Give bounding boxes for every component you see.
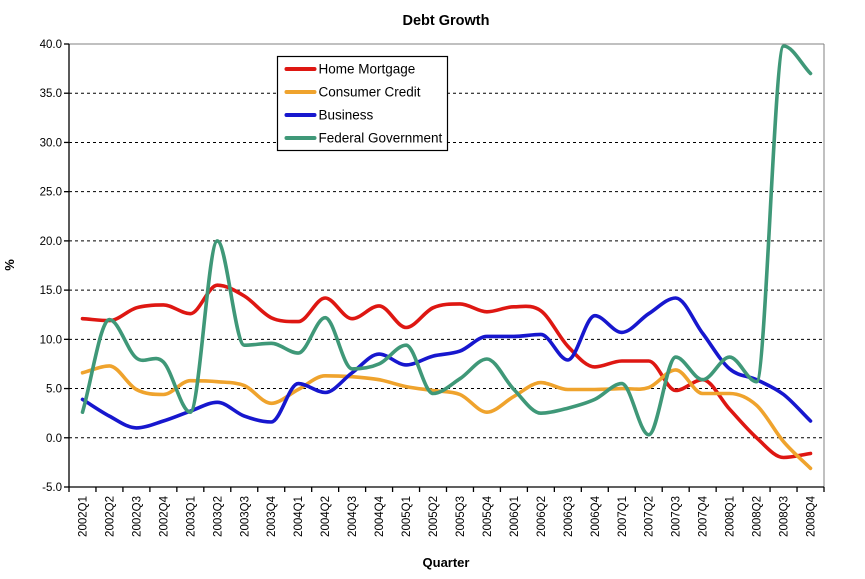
x-tick-label: 2007Q4 xyxy=(698,495,710,537)
series-line-consumer-credit xyxy=(80,364,813,471)
y-tick-label: 20.0 xyxy=(40,236,62,248)
x-tick-label: 2002Q4 xyxy=(158,495,170,537)
x-tick-label: 2004Q3 xyxy=(347,496,359,537)
x-tick-label: 2004Q2 xyxy=(320,496,332,537)
x-tick-label: 2003Q2 xyxy=(212,496,224,537)
series-line-home-mortgage xyxy=(80,283,813,460)
y-tick-label: 15.0 xyxy=(40,285,62,297)
legend: Home Mortgage Consumer Credit Business Fede… xyxy=(276,55,449,152)
y-tick-label: 40.0 xyxy=(40,39,62,51)
legend-label-home-mortgage: Home Mortgage xyxy=(319,62,416,77)
x-tick-label: 2002Q2 xyxy=(104,496,116,537)
x-tick-label: 2002Q3 xyxy=(131,496,143,537)
x-axis-tick-labels: 2002Q1 2002Q2 2002Q3 2002Q4 2003Q1 2003Q2 2003… xyxy=(77,495,817,537)
x-tick-label: 2003Q1 xyxy=(185,496,197,537)
y-tick-label: 30.0 xyxy=(40,137,62,149)
series-line-federal-government xyxy=(80,44,813,437)
x-tick-label: 2006Q1 xyxy=(509,496,521,537)
x-tick-label: 2005Q4 xyxy=(482,495,494,537)
y-tick-label: -5.0 xyxy=(42,482,62,494)
legend-label-federal-government: Federal Government xyxy=(319,131,443,146)
x-tick-label: 2008Q3 xyxy=(779,496,791,537)
x-tick-label: 2006Q4 xyxy=(590,495,602,537)
x-tick-label: 2008Q2 xyxy=(752,496,764,537)
x-tick-label: 2004Q1 xyxy=(293,496,305,537)
y-tick-label: 10.0 xyxy=(40,334,62,346)
x-tick-label: 2003Q3 xyxy=(239,496,251,537)
axes xyxy=(64,43,825,492)
x-tick-label: 2003Q4 xyxy=(266,495,278,537)
y-axis-tick-labels: 40.0 35.0 30.0 25.0 20.0 15.0 10.0 5.0 0.0 -5.0 xyxy=(40,39,62,494)
legend-label-consumer-credit: Consumer Credit xyxy=(319,85,421,100)
x-tick-label: 2007Q2 xyxy=(644,496,656,537)
x-tick-label: 2006Q2 xyxy=(536,496,548,537)
legend-box xyxy=(276,55,449,152)
x-tick-label: 2007Q3 xyxy=(671,496,683,537)
x-tick-label: 2005Q2 xyxy=(428,496,440,537)
y-axis-title: % xyxy=(2,259,17,271)
x-tick-label: 2006Q3 xyxy=(563,496,575,537)
legend-label-business: Business xyxy=(319,108,374,123)
x-tick-label: 2008Q1 xyxy=(725,496,737,537)
chart-title: Debt Growth xyxy=(403,13,490,29)
x-tick-label: 2008Q4 xyxy=(806,495,818,537)
y-tick-label: 5.0 xyxy=(46,384,62,396)
y-tick-label: 25.0 xyxy=(40,187,62,199)
series-line-business xyxy=(80,296,813,430)
y-tick-label: 0.0 xyxy=(46,433,62,445)
x-tick-label: 2007Q1 xyxy=(617,496,629,537)
x-tick-label: 2004Q4 xyxy=(374,495,386,537)
x-tick-label: 2005Q3 xyxy=(455,496,467,537)
y-tick-label: 35.0 xyxy=(40,88,62,100)
x-tick-label: 2005Q1 xyxy=(401,496,413,537)
x-axis-title: Quarter xyxy=(423,555,470,570)
series-lines xyxy=(80,44,813,471)
x-tick-label: 2002Q1 xyxy=(77,496,89,537)
